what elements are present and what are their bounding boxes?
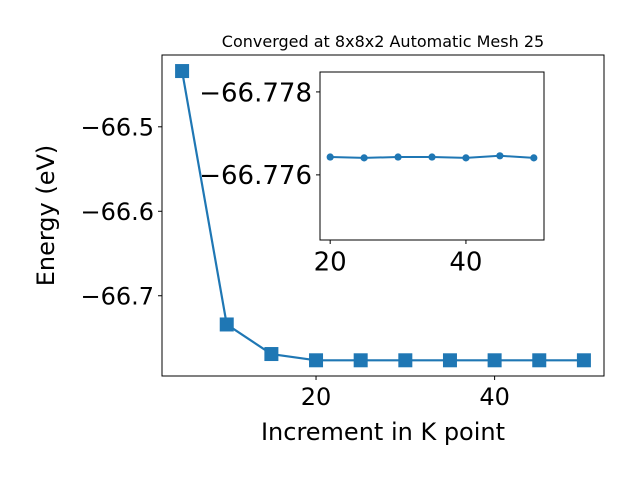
y-tick-label: −66.6 xyxy=(80,198,154,226)
series-line xyxy=(181,70,584,362)
marker xyxy=(353,353,368,368)
marker xyxy=(487,353,502,368)
marker xyxy=(219,317,234,332)
marker xyxy=(530,154,538,162)
marker xyxy=(462,154,470,162)
marker xyxy=(398,353,413,368)
x-tick-label: 40 xyxy=(449,248,482,278)
x-tick-label: 40 xyxy=(479,383,510,411)
marker xyxy=(360,154,368,162)
marker xyxy=(532,353,547,368)
marker xyxy=(175,64,190,79)
x-axis-label: Increment in K point xyxy=(261,418,505,446)
x-tick-label: 20 xyxy=(301,383,332,411)
y-tick-label: −66.778 xyxy=(199,78,312,108)
marker xyxy=(394,153,402,161)
y-tick-label: −66.7 xyxy=(80,282,154,310)
marker xyxy=(326,153,334,161)
marker xyxy=(264,347,279,362)
marker xyxy=(442,353,457,368)
x-tick-label: 20 xyxy=(314,248,347,278)
y-axis-label: Energy (eV) xyxy=(32,145,60,287)
y-tick-label: −66.776 xyxy=(199,161,312,191)
marker xyxy=(576,353,591,368)
y-tick-label: −66.5 xyxy=(80,113,154,141)
marker xyxy=(496,152,504,160)
marker xyxy=(428,153,436,161)
chart-title: Converged at 8x8x2 Automatic Mesh 25 xyxy=(222,32,544,51)
marker xyxy=(309,353,324,368)
